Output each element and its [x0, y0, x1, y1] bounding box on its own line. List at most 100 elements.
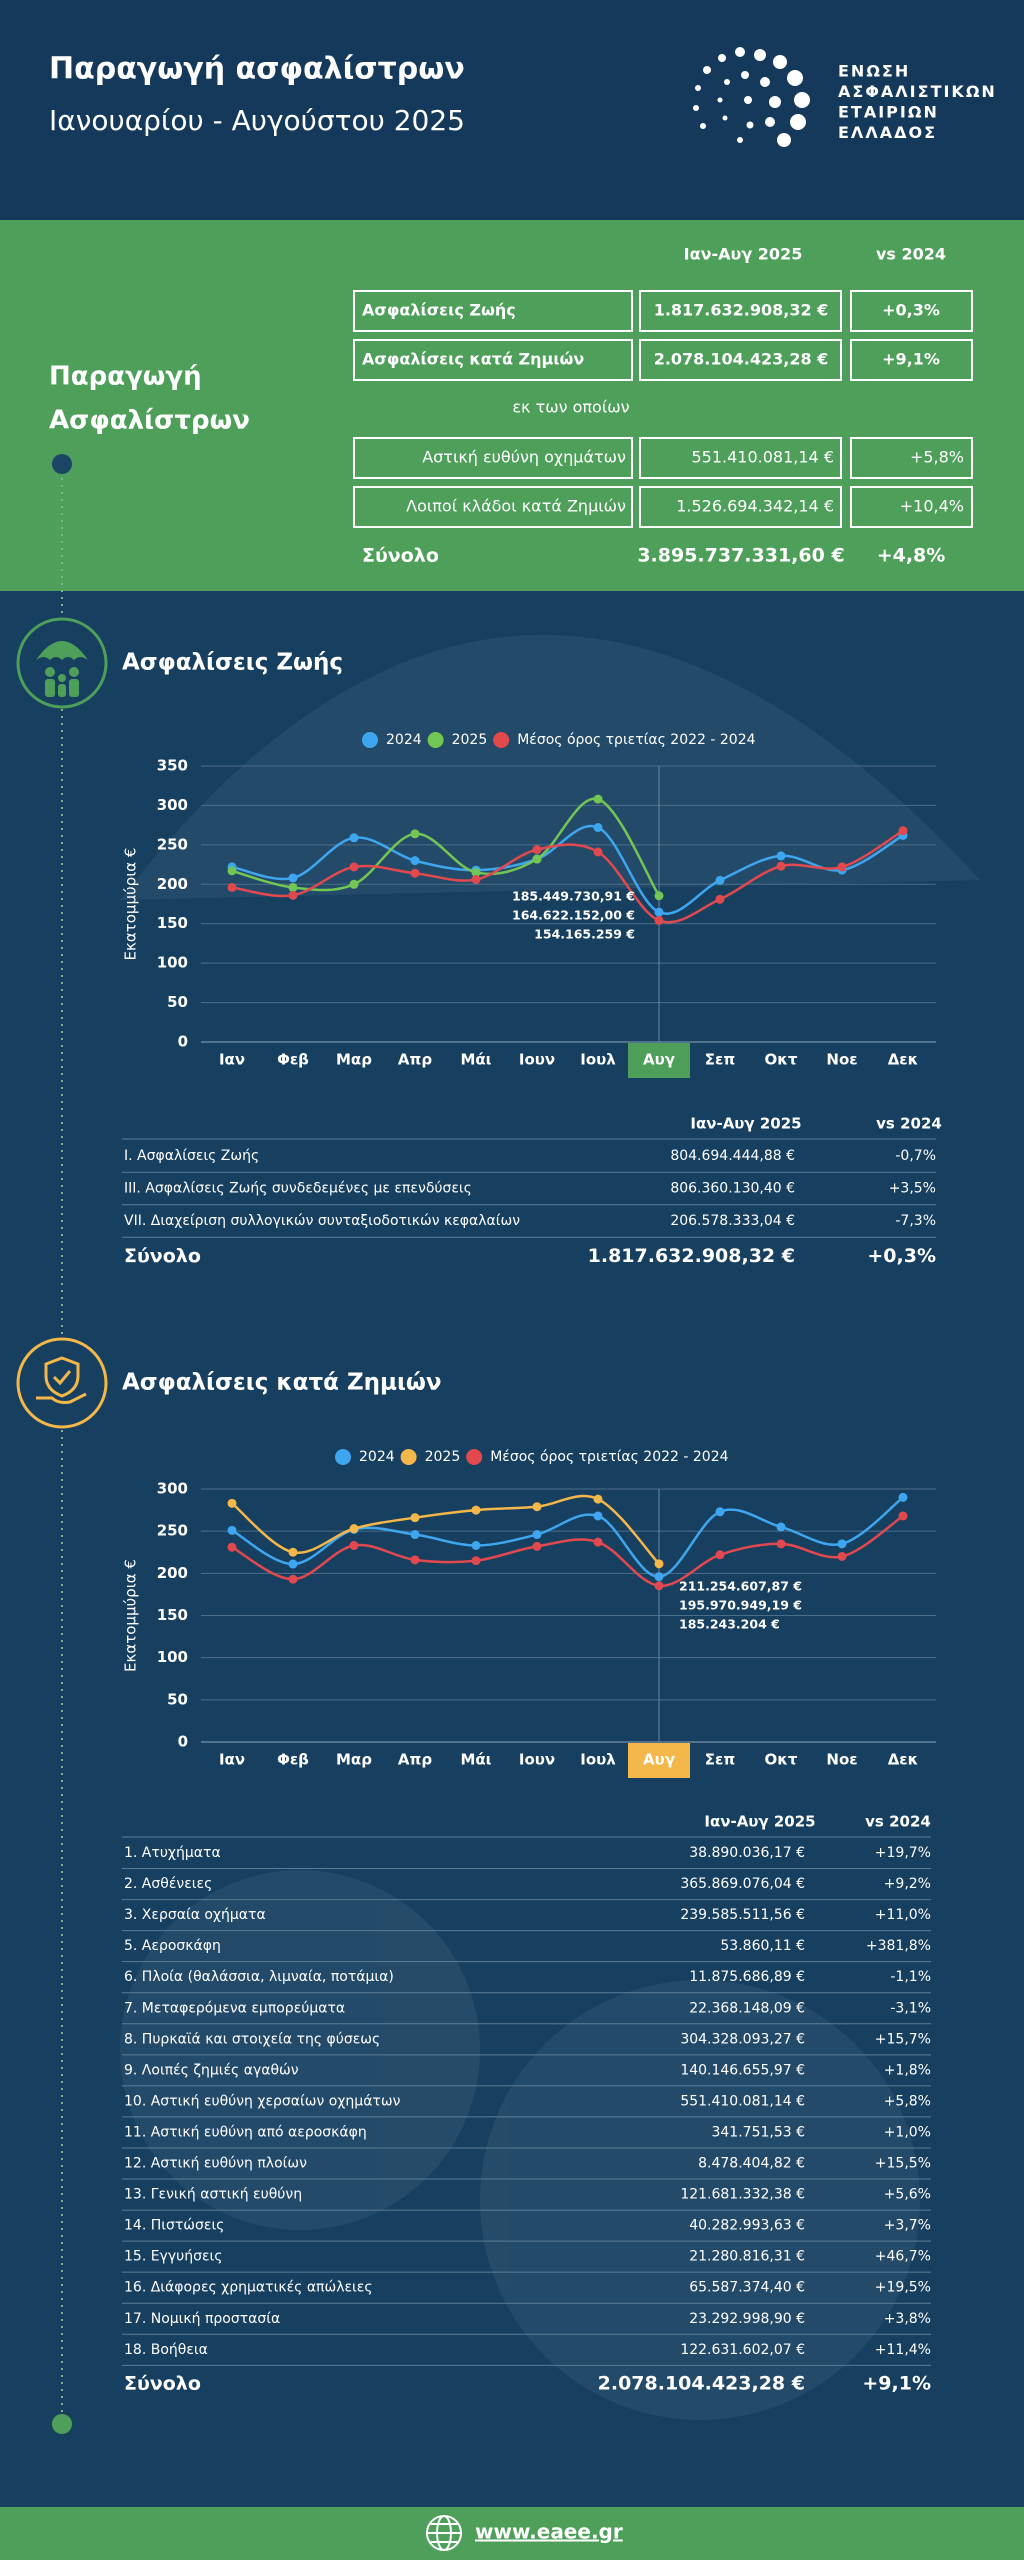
- row-value: 804.694.444,88 €: [670, 1148, 795, 1164]
- title: Παραγωγή ασφαλίστρων: [49, 52, 465, 87]
- row-value: 22.368.148,09 €: [689, 2000, 805, 2016]
- section-title: Ασφαλίσεις Ζωής: [122, 650, 343, 676]
- legend-label: 2025: [425, 1449, 461, 1465]
- y-tick-label: 200: [157, 875, 188, 893]
- data-point: [532, 845, 542, 855]
- row-change: +0,3%: [882, 301, 940, 320]
- row-label: 9. Λοιπές ζημιές αγαθών: [124, 2062, 299, 2078]
- cell-box: [850, 437, 973, 479]
- timeline-dot: [52, 2414, 72, 2434]
- row-label: Λοιποί κλάδοι κατά Ζημιών: [406, 497, 626, 516]
- cell-box: [639, 437, 842, 479]
- data-point: [288, 873, 298, 883]
- data-point: [349, 833, 359, 843]
- data-point: [654, 1559, 664, 1569]
- data-point: [715, 894, 725, 904]
- total-value: 2.078.104.423,28 €: [598, 2372, 805, 2394]
- data-point: [898, 1511, 908, 1521]
- cell-box: [353, 486, 633, 528]
- row-change: +46,7%: [875, 2249, 931, 2265]
- cell-box: [850, 290, 973, 332]
- logo-dot: [746, 121, 754, 129]
- cell-box: [850, 339, 973, 381]
- row-change: +15,7%: [875, 2031, 931, 2047]
- figure: [58, 674, 66, 682]
- data-point: [837, 862, 847, 872]
- x-tick-label: Ιαν: [219, 1051, 245, 1069]
- total-label: Σύνολο: [124, 1245, 201, 1267]
- logo-text: ΕΝΩΣΗ: [838, 62, 910, 81]
- highlight-box: [628, 1043, 690, 1078]
- data-point: [471, 1505, 481, 1515]
- data-point: [593, 847, 603, 857]
- decor: [120, 634, 980, 2420]
- data-point: [532, 1541, 542, 1551]
- data-point: [288, 882, 298, 892]
- row-label: 13. Γενική αστική ευθύνη: [124, 2187, 302, 2203]
- data-point: [654, 891, 664, 901]
- data-point: [410, 868, 420, 878]
- cell-box: [353, 339, 633, 381]
- footer-url[interactable]: www.eaee.gr: [475, 2520, 623, 2544]
- row-label: 7. Μεταφερόμενα εμπορεύματα: [124, 2000, 345, 2016]
- data-point: [593, 1511, 603, 1521]
- figure: [69, 679, 79, 697]
- total-change: +0,3%: [867, 1245, 936, 1267]
- data-point: [227, 1525, 237, 1535]
- row-change: +1,0%: [884, 2124, 931, 2140]
- section-title: Ασφαλίσεις κατά Ζημιών: [122, 1370, 442, 1396]
- row-change: -3,1%: [890, 2000, 931, 2016]
- column-header: vs 2024: [865, 1813, 931, 1831]
- x-tick-label: Ιουλ: [580, 1051, 616, 1069]
- legend-label: Μέσος όρος τριετίας 2022 - 2024: [517, 732, 755, 748]
- data-point: [593, 1494, 603, 1504]
- hand: [36, 1392, 87, 1404]
- column-header: Ιαν-Αυγ 2025: [690, 1115, 801, 1133]
- row-value: 38.890.036,17 €: [689, 1845, 805, 1861]
- data-point: [837, 1551, 847, 1561]
- row-value: 11.875.686,89 €: [689, 1969, 805, 1985]
- row-value: 23.292.998,90 €: [689, 2311, 805, 2327]
- figure: [69, 667, 79, 677]
- y-axis-label: Εκατομμύρια €: [122, 1559, 140, 1672]
- logo-dot: [765, 117, 775, 127]
- y-axis-label: Εκατομμύρια €: [122, 848, 140, 961]
- row-change: +9,2%: [884, 1876, 931, 1892]
- data-point: [410, 856, 420, 866]
- data-point: [715, 1550, 725, 1560]
- row-change: +11,4%: [875, 2342, 931, 2358]
- logo-dot: [737, 137, 743, 143]
- y-tick-label: 350: [157, 757, 188, 775]
- row-label: Ασφαλίσεις Ζωής: [362, 301, 516, 320]
- row-change: -1,1%: [890, 1969, 931, 1985]
- umbrella-shape: [120, 634, 980, 900]
- y-tick-label: 50: [167, 993, 188, 1011]
- data-point: [288, 1574, 298, 1584]
- data-point: [227, 866, 237, 876]
- row-label: 10. Αστική ευθύνη χερσαίων οχημάτων: [124, 2093, 401, 2109]
- logo-dot: [724, 79, 730, 85]
- y-tick-label: 150: [157, 1606, 188, 1624]
- x-tick-label: Μάι: [460, 1051, 491, 1069]
- nonlife-icon-ring: [16, 1337, 108, 1429]
- x-tick-label: Νοε: [826, 1051, 857, 1069]
- value-label: 154.165.259 €: [534, 927, 635, 942]
- row-value: 551.410.081,14 €: [680, 2093, 805, 2109]
- x-tick-label: Ιαν: [219, 1751, 245, 1769]
- data-point: [410, 1555, 420, 1565]
- header-band: [0, 0, 1024, 220]
- legend-marker: [362, 732, 378, 748]
- column-header: vs 2024: [876, 1115, 942, 1133]
- data-point: [288, 1559, 298, 1569]
- column-header: Ιαν-Αυγ 2025: [684, 245, 803, 264]
- x-tick-label: Μάι: [460, 1751, 491, 1769]
- logo-dot: [790, 114, 806, 130]
- legend-marker: [493, 732, 510, 748]
- subtitle: Ιανουαρίου - Αυγούστου 2025: [49, 104, 465, 137]
- total-change: +9,1%: [862, 2372, 931, 2394]
- row-label: 1. Ατυχήματα: [124, 1845, 221, 1861]
- logo-dot: [794, 92, 810, 108]
- x-tick-label: Μαρ: [336, 1751, 372, 1769]
- row-change: +3,7%: [884, 2218, 931, 2234]
- legend-marker: [400, 1449, 417, 1465]
